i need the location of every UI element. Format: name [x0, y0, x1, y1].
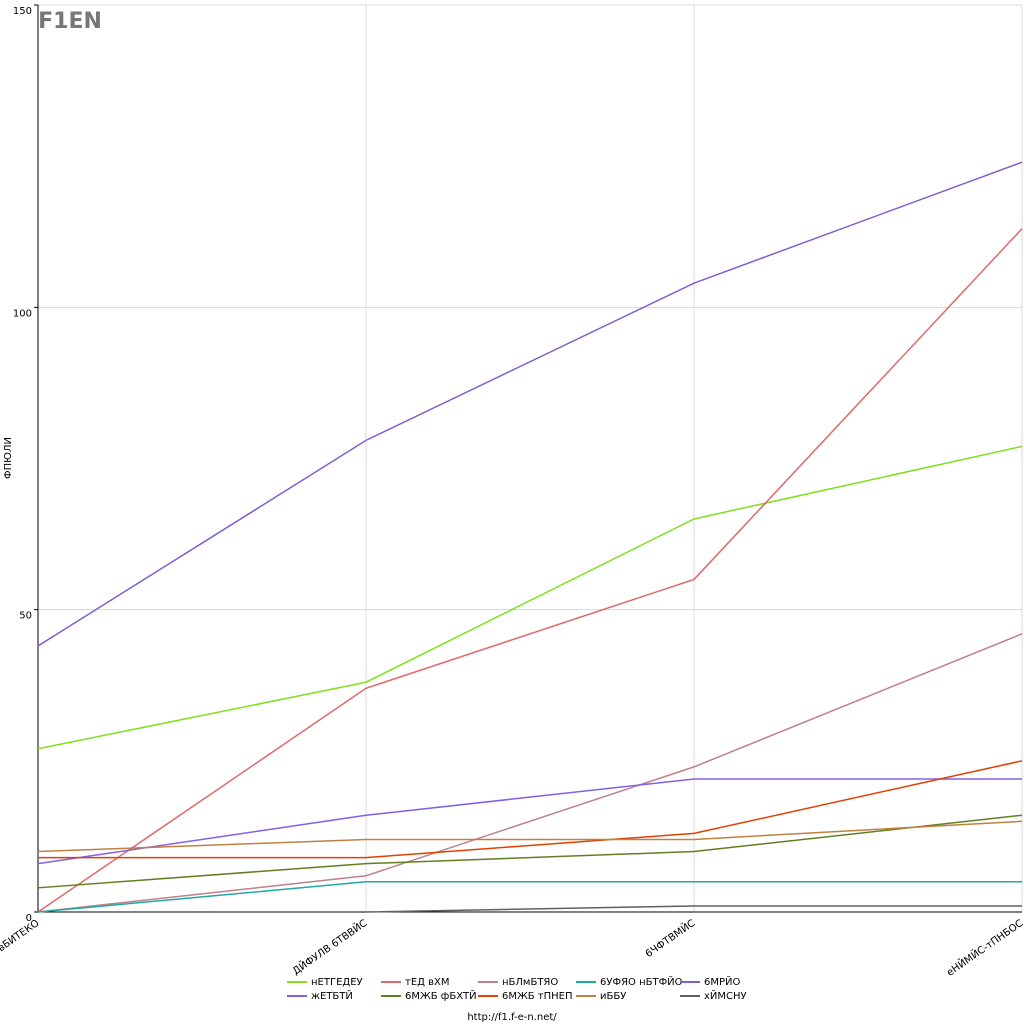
x-tick-label: ДЙФУЛВ 6ТВВЙС: [290, 916, 370, 977]
x-tick-label: 6ЧФТВМЙС: [643, 916, 698, 960]
y-tick-label: 0: [26, 913, 32, 924]
series-line: [38, 760, 1023, 859]
legend-label: нЕТГЕДЕУ: [311, 977, 363, 988]
series-line: [37, 881, 1022, 913]
series-line: [37, 778, 1022, 865]
legend-label: нБЛмБТЯО: [502, 977, 558, 988]
series-line: [37, 161, 1023, 647]
y-tick-label: 150: [13, 6, 32, 17]
logo: F1EN: [38, 9, 102, 34]
footer: http://f1.f-e-n.net/: [467, 1012, 557, 1023]
legend-label: иББУ: [600, 991, 626, 1002]
x-tick-label: вБИТЕКО: [0, 918, 42, 954]
y-axis-label: ФПЮЛИ: [3, 437, 14, 479]
legend-label: 6МЖБ тПНЕП: [502, 991, 573, 1002]
series-line: [365, 905, 1022, 913]
series-line: [37, 820, 1023, 853]
x-tick-label: еНЙМЙС-тПНБОС: [944, 916, 1024, 979]
legend-label: 6МЖБ фБХТЙ: [405, 989, 477, 1002]
legend-label: 6МРЙО: [704, 975, 741, 988]
legend-label: тЕД вХМ: [405, 977, 450, 988]
series-line: [37, 814, 1023, 889]
legend-label: хЙМСНУ: [704, 989, 747, 1002]
series-line: [37, 228, 1023, 913]
series-line: [37, 445, 1023, 750]
legend-label: 6УФЯО нБТФЙО: [600, 975, 683, 988]
legend-label: жЕТБТЙ: [311, 989, 353, 1002]
series-line: [37, 633, 1023, 913]
y-tick-label: 100: [13, 308, 32, 319]
y-tick-label: 50: [19, 611, 32, 622]
